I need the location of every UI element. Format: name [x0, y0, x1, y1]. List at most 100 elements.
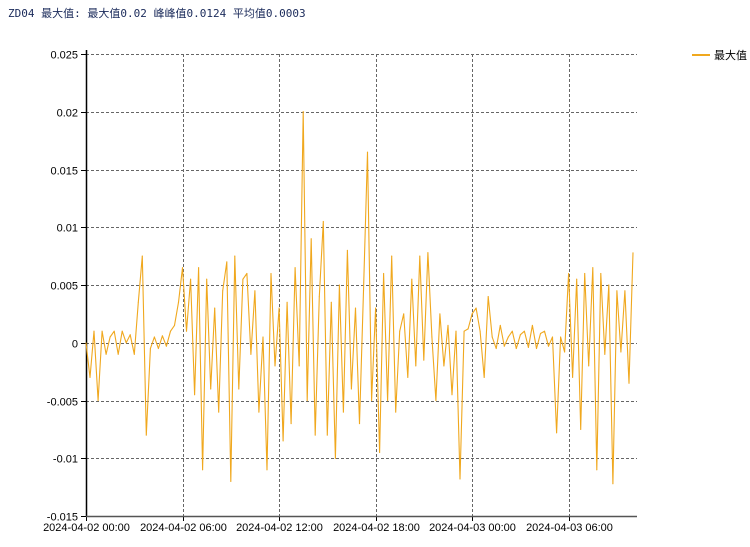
data-point: [556, 432, 558, 434]
data-point: [198, 267, 200, 269]
data-point: [455, 330, 457, 332]
data-point: [202, 469, 204, 471]
data-point: [234, 255, 236, 257]
data-point: [298, 365, 300, 367]
y-tick-label: -0.015: [47, 512, 78, 524]
data-point: [153, 336, 155, 338]
data-point: [608, 284, 610, 286]
data-point: [487, 296, 489, 298]
data-point: [588, 365, 590, 367]
data-point: [387, 399, 389, 402]
data-point: [238, 388, 240, 390]
data-point: [254, 290, 256, 292]
data-point: [302, 111, 304, 113]
data-point: [125, 342, 127, 344]
data-point: [354, 307, 357, 309]
data-point: [628, 382, 630, 384]
x-tick-label: 2024-04-02 12:00: [236, 522, 323, 534]
data-point: [519, 334, 522, 336]
data-point: [210, 388, 212, 390]
data-point: [290, 423, 292, 425]
data-point: [250, 353, 252, 355]
data-point: [306, 399, 308, 402]
data-point: [330, 301, 332, 303]
y-tick-label: 0.005: [50, 281, 78, 293]
data-point: [145, 434, 147, 436]
data-point: [564, 351, 566, 353]
data-point: [109, 336, 111, 338]
data-point: [346, 249, 348, 251]
data-point: [133, 353, 135, 355]
data-point: [262, 336, 264, 338]
data-point: [431, 336, 433, 338]
data-point: [399, 330, 401, 332]
data-point: [190, 278, 192, 280]
data-point: [113, 330, 115, 332]
data-point: [511, 330, 513, 332]
data-point: [471, 313, 473, 315]
data-point: [584, 272, 586, 275]
data-point: [129, 334, 131, 336]
data-point: [286, 301, 288, 303]
data-point: [419, 255, 421, 257]
data-point: [101, 330, 103, 332]
data-point: [282, 440, 284, 442]
data-point: [423, 359, 425, 361]
data-point: [206, 278, 208, 280]
data-point: [177, 301, 180, 303]
data-point: [266, 469, 268, 471]
data-point: [85, 342, 87, 344]
data-point: [121, 330, 123, 332]
data-point: [350, 388, 352, 390]
data-point: [620, 351, 622, 353]
data-point: [523, 330, 526, 332]
data-point: [270, 272, 272, 275]
data-point: [89, 376, 91, 378]
data-point: [371, 399, 373, 402]
data-point: [169, 330, 172, 332]
data-point: [415, 365, 417, 367]
x-tick-label: 2024-04-02 06:00: [140, 522, 227, 534]
data-point: [314, 434, 316, 436]
data-point: [604, 353, 606, 355]
data-point: [230, 480, 232, 482]
data-point: [535, 347, 538, 350]
x-tick-label: 2024-04-02 18:00: [333, 522, 420, 534]
data-point: [427, 252, 429, 254]
x-tick-label: 2024-04-03 00:00: [429, 522, 516, 534]
data-point: [181, 267, 184, 269]
data-point: [185, 330, 188, 332]
data-point: [93, 330, 95, 332]
data-point: [362, 290, 365, 292]
data-point: [407, 376, 409, 378]
data-point: [600, 272, 602, 275]
data-point: [527, 346, 530, 348]
data-point: [366, 151, 369, 153]
data-point: [375, 307, 377, 309]
data-point: [379, 451, 381, 454]
legend[interactable]: 最大值: [692, 47, 747, 63]
data-point: [137, 301, 139, 303]
data-point: [149, 347, 151, 350]
data-point: [483, 376, 485, 378]
data-point: [403, 313, 405, 315]
data-point: [531, 324, 534, 326]
data-point: [495, 347, 497, 350]
data-point: [616, 290, 618, 292]
data-point: [226, 261, 228, 263]
data-point: [383, 272, 385, 275]
data-point: [173, 324, 176, 326]
data-point: [475, 307, 477, 309]
data-point: [214, 307, 216, 309]
legend-swatch: [692, 54, 710, 56]
data-point: [632, 252, 634, 254]
data-point: [141, 255, 143, 257]
data-point: [105, 353, 107, 355]
data-point: [318, 296, 320, 298]
data-point: [624, 290, 626, 292]
data-point: [491, 336, 493, 338]
data-point: [165, 345, 167, 347]
data-point: [560, 336, 562, 338]
data-point: [322, 220, 324, 223]
y-tick-label: 0.02: [57, 108, 78, 120]
